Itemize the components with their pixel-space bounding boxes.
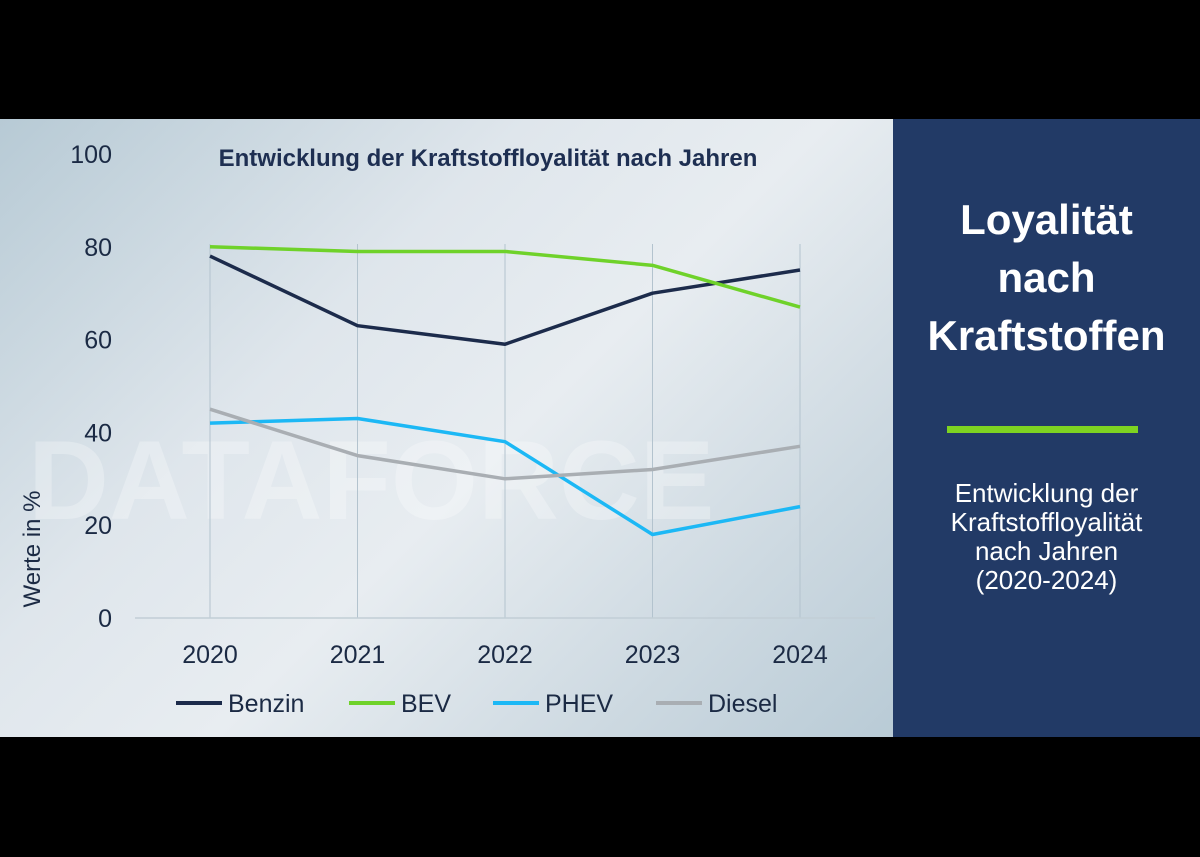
y-axis-ticks: 0 20 40 60 80 100	[70, 141, 112, 633]
slide: DATAFORCE Entwicklung der Kraftstoffloya…	[0, 119, 1200, 737]
side-subtitle-line: Entwicklung der	[954, 478, 1139, 508]
watermark: DATAFORCE	[28, 418, 714, 543]
y-tick-label: 0	[98, 605, 112, 633]
x-axis-ticks: 2020 2021 2022 2023 2024	[182, 641, 828, 669]
side-panel: Loyalität nach Kraftstoffen Entwicklung …	[893, 119, 1200, 737]
side-title-line: Loyalität	[960, 196, 1133, 243]
side-subtitle-line: nach Jahren	[974, 536, 1119, 566]
chart-title: Entwicklung der Kraftstoffloyalität nach…	[219, 145, 758, 172]
side-title-line: Kraftstoffen	[927, 312, 1166, 359]
side-subtitle: Entwicklung der Kraftstoffloyalität nach…	[893, 479, 1200, 595]
legend-label: Benzin	[228, 690, 304, 718]
series-line-bev	[209, 245, 801, 309]
x-tick-label: 2021	[330, 641, 386, 669]
x-tick-label: 2022	[477, 641, 533, 669]
legend-label: BEV	[401, 690, 451, 718]
series-line-phev	[209, 416, 801, 537]
x-tick-label: 2020	[182, 641, 238, 669]
y-axis-label: Werte in %	[19, 491, 46, 608]
legend: Benzin BEV PHEV Diesel	[176, 690, 777, 718]
y-tick-label: 20	[84, 512, 112, 540]
side-title: Loyalität nach Kraftstoffen	[893, 191, 1200, 365]
series-line-diesel	[209, 407, 801, 481]
y-tick-label: 40	[84, 419, 112, 447]
legend-label: PHEV	[545, 690, 613, 718]
side-title-line: nach	[997, 254, 1096, 301]
side-subtitle-line: Kraftstoffloyalität	[950, 507, 1143, 537]
series-line-benzin	[209, 254, 801, 346]
y-tick-label: 100	[70, 141, 112, 169]
y-tick-label: 80	[84, 234, 112, 262]
x-tick-label: 2024	[772, 641, 828, 669]
y-tick-label: 60	[84, 327, 112, 355]
accent-divider	[947, 426, 1138, 433]
x-tick-label: 2023	[625, 641, 681, 669]
chart-panel: DATAFORCE Entwicklung der Kraftstoffloya…	[0, 119, 893, 737]
line-chart: DATAFORCE Entwicklung der Kraftstoffloya…	[19, 141, 875, 718]
series-lines	[209, 245, 801, 537]
side-subtitle-line: (2020-2024)	[975, 565, 1118, 595]
legend-label: Diesel	[708, 690, 777, 718]
